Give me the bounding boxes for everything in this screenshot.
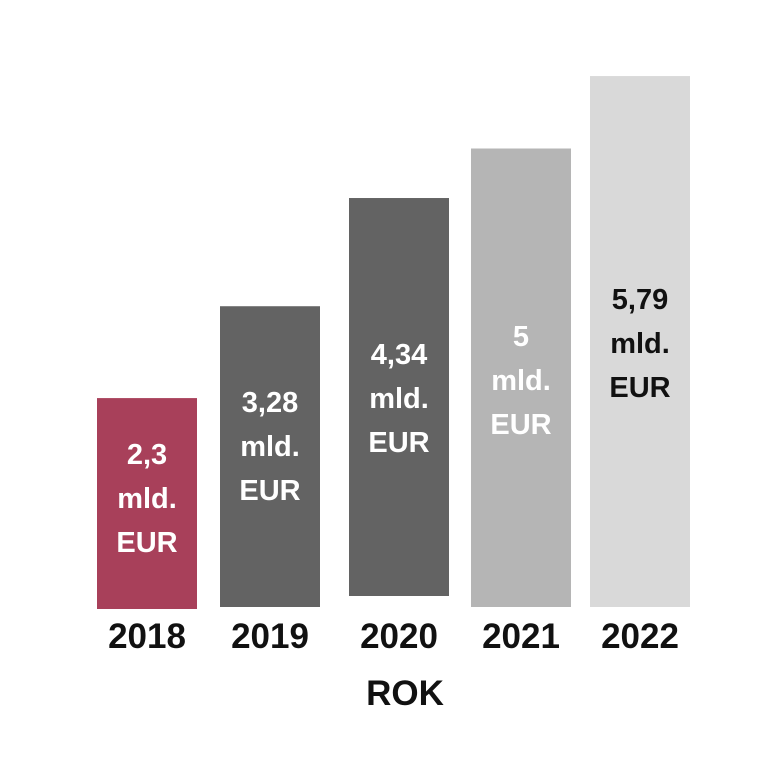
data-label-line: EUR <box>490 409 551 441</box>
data-label-line: EUR <box>368 427 429 459</box>
category-label-2020: 2020 <box>360 617 438 656</box>
bars-group: 2,3 mld. EUR 3,28 mld. EUR 4,34 mld. EUR 5 mld. EUR… <box>97 76 690 609</box>
category-label-2021: 2021 <box>482 617 560 656</box>
bar-2022 <box>590 76 690 607</box>
data-label-line: EUR <box>116 527 177 559</box>
data-label-2019: 3,28 mld. EUR <box>239 387 300 507</box>
data-label-line: mld. <box>610 328 670 360</box>
data-label-line: 2,3 <box>127 439 167 471</box>
data-label-2021: 5 mld. EUR <box>490 321 551 441</box>
data-label-line: 5 <box>513 321 529 353</box>
data-label-line: mld. <box>369 383 429 415</box>
bar-2019 <box>220 306 320 607</box>
category-labels-group: 2018 2019 2020 2021 2022 <box>108 617 679 656</box>
category-label-2022: 2022 <box>601 617 679 656</box>
x-axis-label: ROK <box>366 674 444 713</box>
data-label-line: EUR <box>609 372 670 404</box>
data-label-line: 4,34 <box>371 339 427 371</box>
data-label-line: mld. <box>240 431 300 463</box>
data-label-line: EUR <box>239 475 300 507</box>
category-label-2018: 2018 <box>108 617 186 656</box>
data-label-2020: 4,34 mld. EUR <box>368 339 429 459</box>
bar-2021 <box>471 148 571 607</box>
data-label-line: 3,28 <box>242 387 298 419</box>
category-label-2019: 2019 <box>231 617 309 656</box>
data-label-2022: 5,79 mld. EUR <box>609 284 670 404</box>
data-label-line: mld. <box>117 483 177 515</box>
data-label-line: 5,79 <box>612 284 668 316</box>
bar-2020 <box>349 198 449 596</box>
data-label-2018: 2,3 mld. EUR <box>116 439 177 559</box>
data-label-line: mld. <box>491 365 551 397</box>
bar-2018 <box>97 398 197 609</box>
